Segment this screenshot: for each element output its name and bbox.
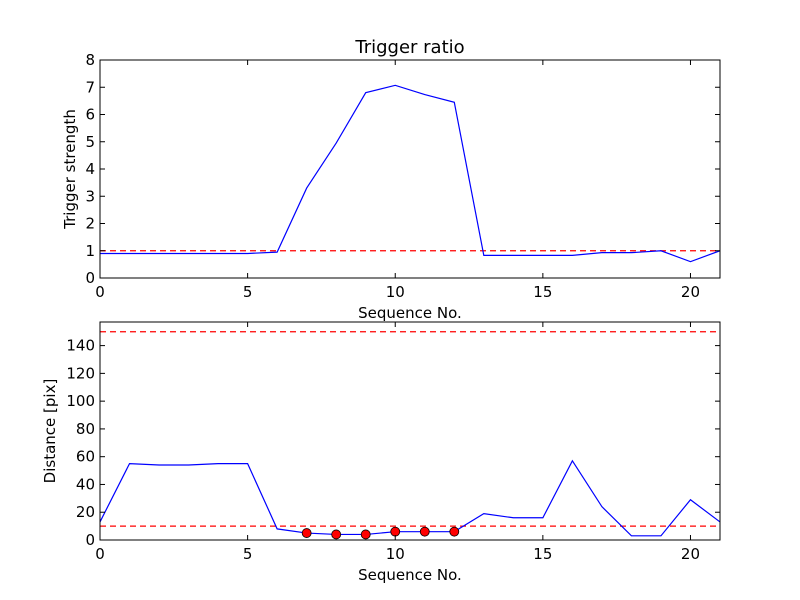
series-layer [99,331,721,540]
y-tick-label: 140 [66,337,95,355]
x-tick-label: 20 [681,283,700,301]
data-point [449,526,460,537]
y-tick-label: 1 [85,242,95,260]
series-layer [100,84,721,263]
y-tick-label: 100 [66,392,95,410]
x-tick-label: 10 [386,283,405,301]
x-tick-label: 5 [243,545,253,563]
y-axis-label: Distance [pix] [41,379,59,484]
y-tick-label: 6 [85,106,95,124]
x-tick-label: 5 [243,283,253,301]
y-tick-label: 8 [85,51,95,69]
x-tick-label: 0 [95,283,105,301]
y-tick-label: 7 [85,78,95,96]
y-tick-label: 20 [76,503,95,521]
y-tick-label: 4 [85,160,95,178]
data-point [301,528,312,538]
y-tick-label: 0 [85,531,95,549]
series-line [99,459,721,537]
data-point [360,529,371,540]
ticks-layer: 0 5 10 15 20 0 20 40 60 80 100 120 140 [66,322,720,563]
x-axis-label: Sequence No. [358,304,462,322]
y-tick-label: 80 [76,420,95,438]
data-point [390,526,401,537]
x-tick-label: 15 [533,545,552,563]
series-line [100,84,721,263]
ticks-layer: 0 5 10 15 20 0 1 2 3 4 5 6 7 8 [85,51,720,301]
y-tick-label: 5 [85,133,95,151]
x-tick-label: 20 [681,545,700,563]
plot-frame [99,321,721,541]
y-tick-label: 0 [85,269,95,287]
y-tick-label: 2 [85,215,95,233]
y-axis-label: Trigger strength [61,109,79,230]
x-tick-label: 0 [95,545,105,563]
chart-title: Trigger ratio [354,37,464,58]
x-tick-label: 10 [386,545,405,563]
trigger-ratio-chart: Trigger ratio 0 5 10 15 20 0 1 2 3 4 5 6 7 8 Sequence… [61,37,721,322]
x-tick-label: 15 [533,283,552,301]
y-tick-label: 40 [76,475,95,493]
y-tick-label: 3 [85,187,95,205]
y-tick-label: 120 [66,364,95,382]
data-point [331,529,342,540]
data-point [419,526,430,537]
y-tick-label: 60 [76,448,95,466]
x-axis-label: Sequence No. [358,566,462,584]
